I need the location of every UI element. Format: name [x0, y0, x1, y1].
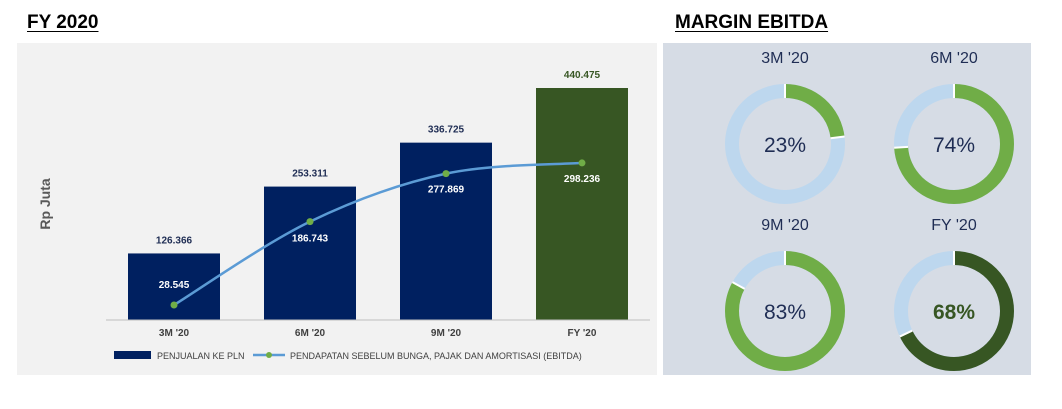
x-tick-label: 3M '20: [159, 328, 190, 339]
donut-value-label: 83%: [764, 301, 806, 324]
donut-title: 9M '20: [761, 217, 809, 234]
x-tick-label: FY '20: [568, 328, 597, 339]
bar-value-label: 253.311: [292, 169, 328, 180]
legend-label-ebitda: PENDAPATAN SEBELUM BUNGA, PAJAK DAN AMOR…: [290, 351, 582, 361]
donut-panel: 3M '20 23% 6M '20 74% 9M '20 83% FY '20 68%: [663, 43, 1031, 375]
ebitda-point: [170, 301, 178, 309]
bar: [128, 253, 220, 320]
ebitda-value-label: 186.743: [292, 234, 329, 245]
margin-heading: MARGIN EBITDA: [675, 12, 829, 33]
legend-swatch-sales: [114, 351, 151, 359]
ebitda-point: [442, 170, 450, 178]
donut-title: 3M '20: [761, 50, 809, 67]
bar-value-label: 336.725: [428, 125, 465, 136]
ebitda-line: [173, 161, 583, 307]
donut-separator: [894, 145, 909, 149]
ebitda-point: [306, 218, 314, 226]
donut-value-label: 68%: [933, 301, 975, 324]
ebitda-value-label: 28.545: [159, 280, 190, 291]
legend-marker-ebitda: [266, 352, 272, 358]
ebitda-value-label: 298.236: [564, 174, 601, 185]
x-tick-label: 9M '20: [431, 328, 462, 339]
x-tick-label: 6M '20: [295, 328, 326, 339]
bar-value-label: 126.366: [156, 235, 193, 246]
combo-chart-panel: Rp Juta 126.366 253.311 336.725 440.475 3M '2…: [17, 43, 657, 375]
donut-title: FY '20: [931, 217, 977, 234]
combo-chart: Rp Juta 126.366 253.311 336.725 440.475 3M '2…: [37, 70, 650, 361]
donut-value-label: 74%: [933, 134, 975, 157]
donut-separator: [731, 281, 746, 290]
ebitda-point: [578, 159, 586, 167]
bar-value-label: 440.475: [564, 70, 601, 81]
donut-charts: 3M '20 23% 6M '20 74% 9M '20 83% FY '20 68%: [725, 50, 1014, 371]
donut-value-label: 23%: [764, 134, 806, 157]
fy-heading: FY 2020: [27, 12, 99, 33]
legend-label-sales: PENJUALAN KE PLN: [157, 351, 245, 361]
donut-separator: [830, 135, 845, 140]
donut-separator: [899, 329, 913, 338]
y-axis-label: Rp Juta: [37, 178, 53, 230]
bar: [536, 88, 628, 320]
ebitda-value-label: 277.869: [428, 185, 465, 196]
donut-title: 6M '20: [930, 50, 978, 67]
